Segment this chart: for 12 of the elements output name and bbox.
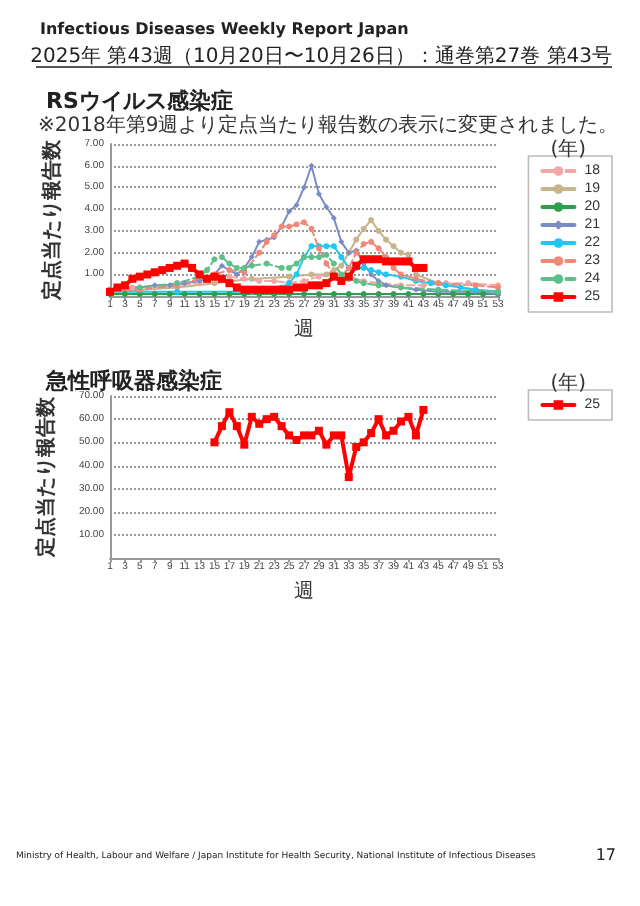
x-axis-title: 週 xyxy=(294,581,314,603)
text: 2025年 第43週（10月20日〜10月26日）：通巻第27巻 第43号 xyxy=(30,43,612,70)
x-axis-title: 週 xyxy=(294,319,314,341)
chart-title: 急性呼吸器感染症 xyxy=(44,368,222,394)
text: 17 xyxy=(595,846,616,864)
chart-title: RSウイルス感染症 xyxy=(46,88,233,114)
chart-subtitle: ※2018年第9週より定点当たり報告数の表示に変更されました。 xyxy=(38,113,619,137)
y-axis-title: 定点当たり報告数 xyxy=(34,395,59,560)
legend-title: (年) xyxy=(550,371,587,395)
y-axis-title: 定点当たり報告数 xyxy=(39,138,64,303)
text: Infectious Diseases Weekly Report Japan xyxy=(40,20,409,38)
legend-title: (年) xyxy=(550,137,587,161)
